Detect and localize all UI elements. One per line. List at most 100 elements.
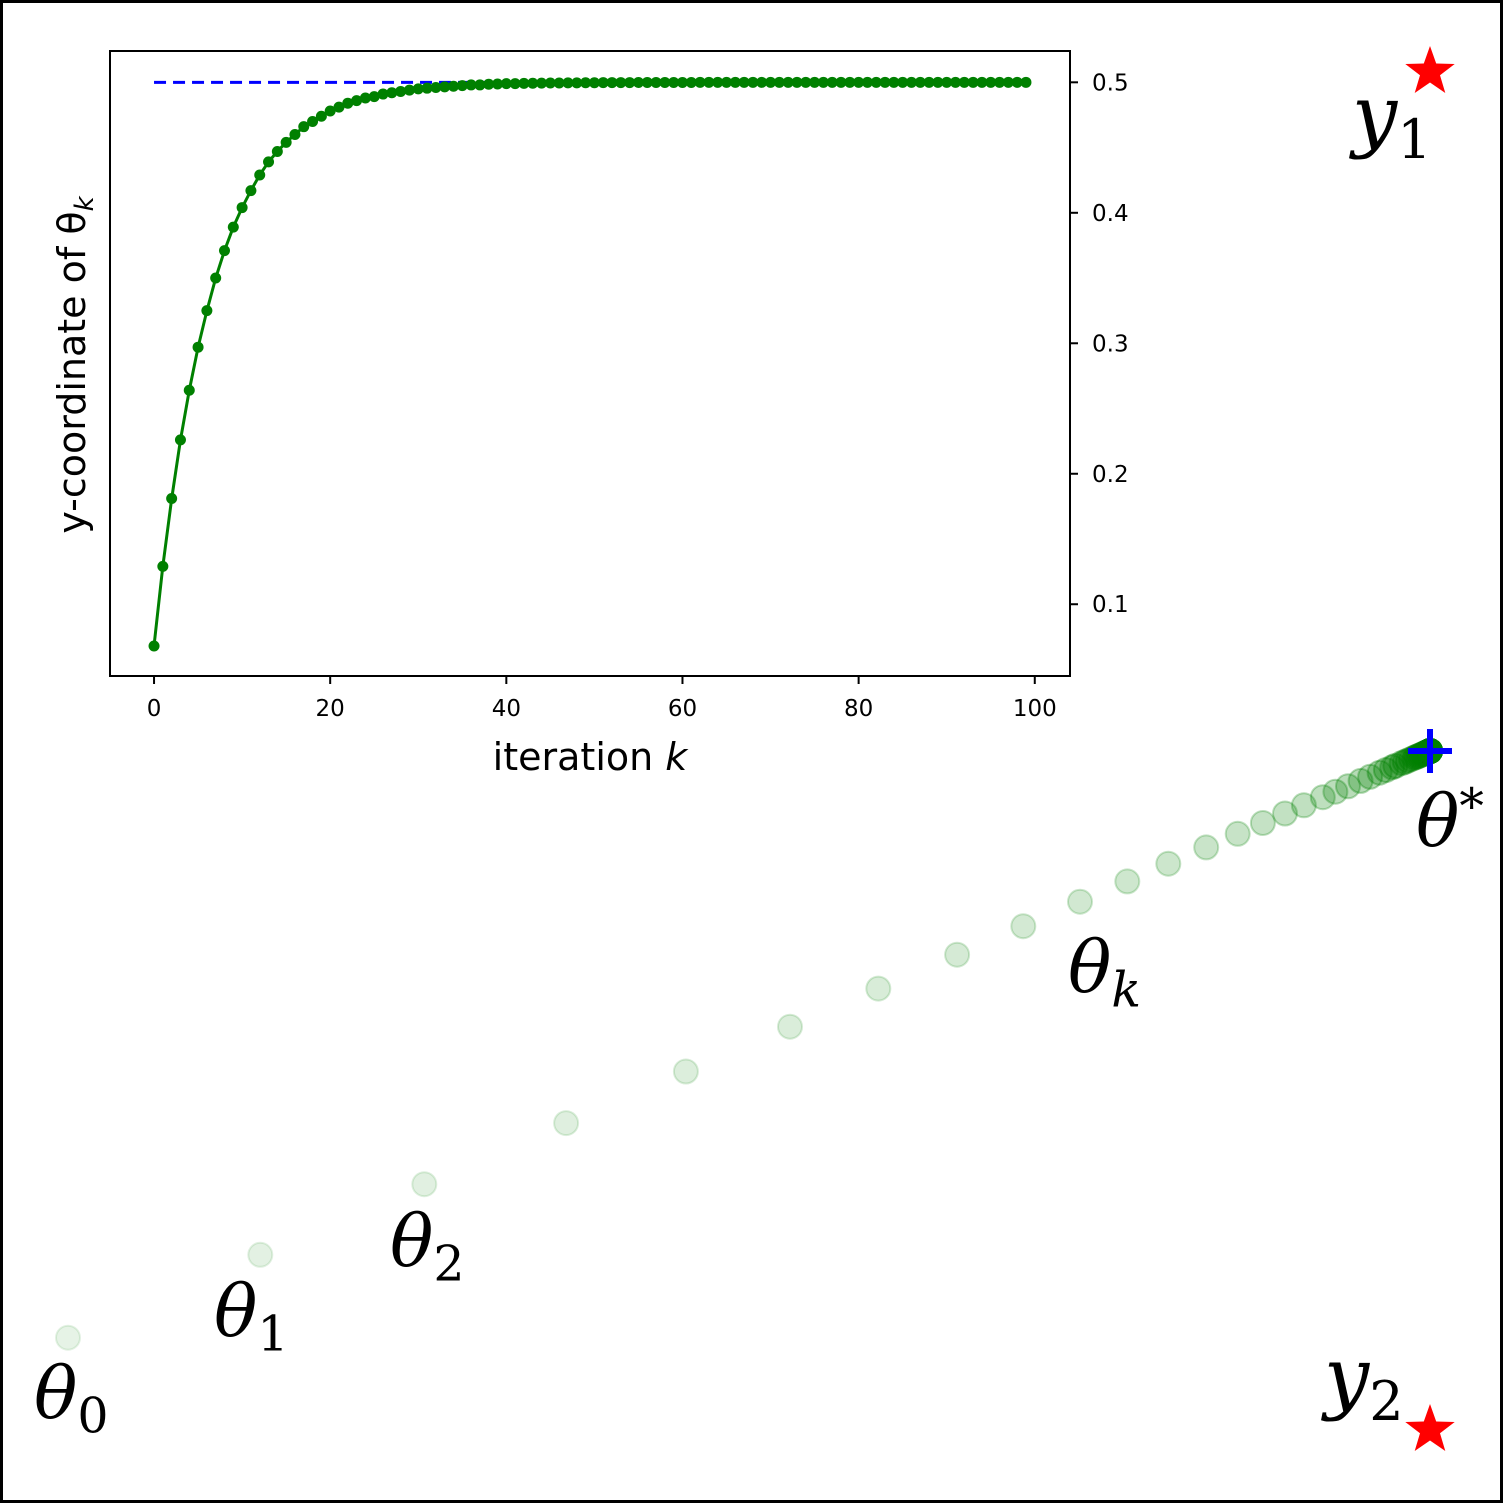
series-point: [1011, 76, 1023, 88]
series-point: [183, 384, 195, 396]
series-point: [879, 76, 891, 88]
series-point: [941, 76, 953, 88]
series-point: [571, 77, 583, 89]
trajectory-point: [1010, 913, 1037, 940]
series-point: [650, 76, 662, 88]
series-point: [1020, 76, 1032, 88]
series-point: [157, 560, 169, 572]
x-tick-label: 80: [844, 696, 873, 722]
trajectory-point: [1155, 850, 1182, 877]
x-tick-label: 100: [1013, 696, 1057, 722]
series-point: [773, 76, 785, 88]
inset-x-axis-label: iteration k: [493, 735, 690, 779]
trajectory-point: [672, 1058, 699, 1085]
series-point: [227, 221, 239, 233]
series-point: [826, 76, 838, 88]
series-point: [721, 76, 733, 88]
series-point: [782, 76, 794, 88]
series-point: [403, 84, 415, 96]
series-point: [914, 76, 926, 88]
trajectory-point: [1347, 767, 1374, 794]
iterate-label: θ1: [214, 1269, 289, 1362]
series-point: [861, 76, 873, 88]
trajectory-point: [1309, 784, 1336, 811]
y-tick-label: 0.1: [1092, 592, 1129, 618]
series-point: [597, 77, 609, 89]
inset-plot-area: [109, 50, 1071, 677]
series-point: [395, 85, 407, 97]
series-point: [192, 341, 204, 353]
series-point: [359, 92, 371, 104]
inset-y-axis: 0.1 0.2 0.3 0.4 0.5: [1070, 70, 1129, 618]
iterate-label: θ2: [390, 1199, 465, 1292]
iterate-label: θ0: [34, 1351, 109, 1444]
series-point: [756, 76, 768, 88]
series-point: [333, 101, 345, 113]
series-point: [509, 78, 521, 90]
series-point: [853, 76, 865, 88]
series-point: [685, 76, 697, 88]
series-point: [430, 82, 442, 94]
series-point: [263, 156, 275, 168]
trajectory-point: [1366, 759, 1393, 786]
series-point: [632, 76, 644, 88]
series-point: [950, 76, 962, 88]
y-tick-label: 0.5: [1092, 70, 1129, 96]
series-point: [712, 76, 724, 88]
inset-series-layer: [148, 76, 1032, 652]
trajectory-point: [1272, 800, 1298, 827]
trajectory-point: [1357, 763, 1384, 790]
series-point: [580, 77, 592, 89]
trajectory-point: [1388, 750, 1415, 777]
series-point: [870, 76, 882, 88]
trajectory-point: [1114, 868, 1141, 895]
series-point: [518, 77, 530, 89]
y-tick-label: 0.2: [1092, 462, 1129, 488]
series-point: [668, 76, 680, 88]
series-point: [174, 434, 186, 446]
series-point: [747, 76, 759, 88]
series-point: [1002, 76, 1014, 88]
series-point: [245, 185, 257, 197]
series-point: [298, 121, 310, 133]
trajectory-point: [1372, 757, 1399, 783]
series-point: [800, 76, 812, 88]
series-point: [553, 77, 565, 89]
series-point: [615, 77, 627, 89]
trajectory-point: [1249, 810, 1276, 836]
trajectory-point: [55, 1324, 81, 1351]
series-point: [932, 76, 944, 88]
series-point: [351, 95, 363, 107]
x-tick-label: 20: [316, 696, 345, 722]
trajectory-point: [553, 1110, 580, 1137]
optimum-label: θ*: [1416, 778, 1484, 863]
series-point: [492, 78, 504, 90]
series-point: [659, 76, 671, 88]
iterate-label: θk: [1068, 925, 1141, 1018]
series-point: [694, 76, 706, 88]
series-point: [676, 76, 688, 88]
y-tick-label: 0.4: [1092, 201, 1129, 227]
series-point: [324, 105, 336, 117]
trajectory-point: [1335, 773, 1361, 800]
series-point: [562, 77, 574, 89]
series-point: [474, 79, 486, 91]
trajectory-point: [1224, 820, 1251, 847]
series-point: [844, 76, 856, 88]
trajectory-plot: θ* y1 y2 θ0 θ1 θ2 θk: [34, 46, 1484, 1451]
series-point: [289, 129, 301, 141]
optimum-marker: [1408, 729, 1452, 773]
series-point: [791, 76, 803, 88]
series-point: [994, 76, 1006, 88]
series-point: [588, 77, 600, 89]
series-point: [368, 91, 380, 103]
series-point: [958, 76, 970, 88]
target-label: y2: [1321, 1330, 1404, 1433]
trajectory-point: [1193, 834, 1220, 861]
series-point: [976, 76, 988, 88]
series-point: [315, 110, 327, 122]
trajectory-point: [1391, 748, 1418, 775]
trajectory-point: [1322, 778, 1349, 805]
trajectory-point: [411, 1171, 438, 1198]
trajectory-point: [944, 941, 971, 968]
